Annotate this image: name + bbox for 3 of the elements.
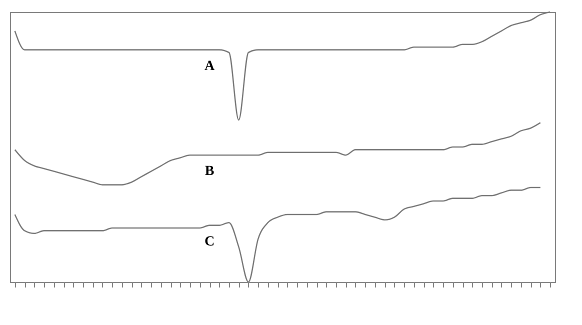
series-label: B [204,164,214,180]
series-label: A [204,58,216,74]
series-label: C [204,234,215,250]
